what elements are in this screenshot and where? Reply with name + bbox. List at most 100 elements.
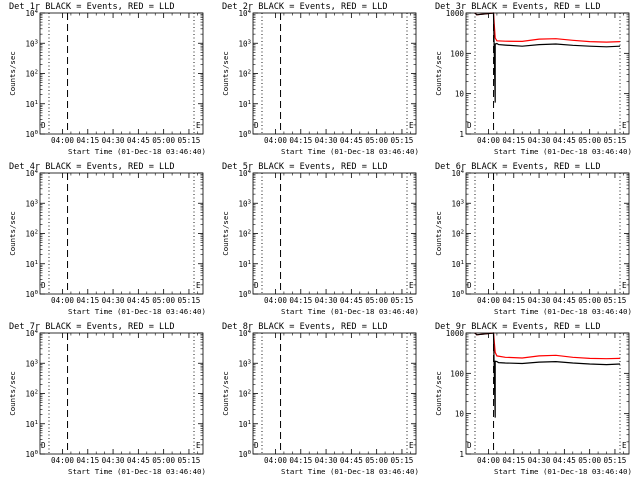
y-axis-label: Counts/sec [8,371,17,416]
x-tick-label: 05:00 [365,136,388,145]
y-tick-label: 102 [238,390,251,399]
x-axis-label: Start Time (01-Dec-18 03:46:40) [281,307,419,316]
marker-d: D [254,281,259,290]
y-tick-label: 102 [451,230,464,239]
detector-panel: Det 4r BLACK = Events, RED = LLD 100 101 10… [0,160,213,320]
chart-title: Det 8r BLACK = Events, RED = LLD [222,322,388,332]
x-tick-label: 05:15 [604,296,627,305]
y-tick-label: 102 [25,70,38,79]
x-tick-label: 05:00 [365,296,388,305]
x-tick-label: 05:15 [391,456,414,465]
y-tick-label: 101 [238,260,251,269]
y-axis-label: Counts/sec [8,211,17,256]
x-axis-label: Start Time (01-Dec-18 03:46:40) [281,467,419,476]
y-tick-label: 104 [238,169,251,178]
x-axis-label: Start Time (01-Dec-18 03:46:40) [494,147,632,156]
y-tick-label: 103 [238,359,251,368]
marker-e: E [409,121,414,130]
x-tick-label: 05:15 [604,136,627,145]
x-tick-label: 05:00 [578,456,601,465]
x-tick-label: 04:00 [264,136,287,145]
x-tick-label: 04:15 [76,456,99,465]
x-tick-label: 04:45 [127,456,150,465]
y-tick-label: 100 [450,49,464,58]
y-axis-label: Counts/sec [221,371,230,416]
x-tick-label: 04:00 [477,296,500,305]
y-tick-label: 102 [25,390,38,399]
x-tick-label: 05:15 [178,456,201,465]
x-tick-label: 04:15 [502,456,525,465]
y-axis-label: Counts/sec [434,51,443,96]
y-tick-label: 100 [451,290,464,299]
lld-series-line [474,12,621,43]
x-axis-label: Start Time (01-Dec-18 03:46:40) [494,467,632,476]
x-tick-label: 04:45 [553,136,576,145]
x-tick-label: 04:00 [477,456,500,465]
x-tick-label: 04:15 [76,296,99,305]
y-tick-label: 101 [451,260,464,269]
y-tick-label: 104 [25,329,38,338]
y-tick-label: 103 [238,39,251,48]
x-tick-label: 04:15 [76,136,99,145]
marker-d: D [41,121,46,130]
y-tick-label: 101 [25,100,38,109]
x-tick-label: 04:00 [264,456,287,465]
y-tick-label: 100 [450,369,464,378]
x-tick-label: 05:15 [178,136,201,145]
y-tick-label: 1000 [446,329,465,338]
detector-chart: Det 7r BLACK = Events, RED = LLD 100 101 10… [8,322,206,476]
x-tick-label: 04:30 [102,296,125,305]
x-tick-label: 05:00 [152,136,175,145]
y-tick-label: 102 [238,70,251,79]
detector-chart: Det 4r BLACK = Events, RED = LLD 100 101 10… [8,162,206,316]
y-tick-label: 104 [238,9,251,18]
y-tick-label: 100 [238,450,251,459]
plot-frame [465,172,630,295]
events-series-line [474,12,621,103]
y-tick-label: 102 [238,230,251,239]
events-series-line [474,332,621,418]
plot-frame [39,172,204,295]
plot-frame [252,12,417,135]
y-tick-label: 103 [25,39,38,48]
plot-frame [39,12,204,135]
x-tick-label: 04:00 [51,136,74,145]
plot-frame [465,332,630,455]
marker-e: E [409,281,414,290]
x-tick-label: 05:00 [365,456,388,465]
detector-chart: Det 5r BLACK = Events, RED = LLD 100 101 10… [221,162,419,316]
marker-e: E [196,121,201,130]
x-tick-label: 04:45 [553,456,576,465]
y-tick-label: 103 [451,199,464,208]
y-tick-label: 1000 [446,9,465,18]
detector-panel: Det 9r BLACK = Events, RED = LLD 1 10 100 10… [426,320,639,480]
lld-series-line [474,332,621,360]
y-tick-label: 103 [25,199,38,208]
detector-chart: Det 3r BLACK = Events, RED = LLD 1 10 100 10… [434,2,632,156]
x-tick-label: 04:45 [340,456,363,465]
plot-frame [252,172,417,295]
x-tick-label: 04:30 [528,296,551,305]
x-tick-label: 04:30 [102,456,125,465]
marker-d: D [254,121,259,130]
marker-e: E [622,121,627,130]
y-tick-label: 100 [25,130,38,139]
x-tick-label: 05:15 [604,456,627,465]
y-tick-label: 1 [459,130,464,139]
y-tick-label: 101 [25,420,38,429]
y-tick-label: 100 [238,130,251,139]
marker-d: D [467,121,472,130]
y-axis-label: Counts/sec [221,51,230,96]
x-tick-label: 04:15 [289,296,312,305]
marker-d: D [467,441,472,450]
chart-title: Det 4r BLACK = Events, RED = LLD [9,162,175,172]
y-tick-label: 100 [25,290,38,299]
marker-d: D [254,441,259,450]
chart-title: Det 6r BLACK = Events, RED = LLD [435,162,601,172]
x-tick-label: 04:30 [315,456,338,465]
detector-chart: Det 9r BLACK = Events, RED = LLD 1 10 100 10… [434,322,632,476]
chart-title: Det 2r BLACK = Events, RED = LLD [222,2,388,12]
detector-chart: Det 6r BLACK = Events, RED = LLD 100 101 10… [434,162,632,316]
x-tick-label: 04:15 [289,136,312,145]
chart-title: Det 3r BLACK = Events, RED = LLD [435,2,601,12]
